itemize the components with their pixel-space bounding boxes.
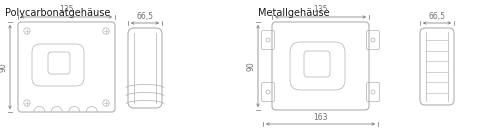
Text: 135: 135 (313, 5, 328, 15)
Text: Metallgehäuse: Metallgehäuse (258, 8, 330, 18)
Text: 135: 135 (60, 5, 74, 15)
Text: 90: 90 (0, 62, 8, 72)
Text: 66,5: 66,5 (136, 12, 154, 21)
Text: 163: 163 (313, 112, 328, 122)
Text: Polycarbonatgehäuse: Polycarbonatgehäuse (5, 8, 110, 18)
Text: 90: 90 (246, 61, 256, 71)
Text: 66,5: 66,5 (428, 12, 446, 21)
